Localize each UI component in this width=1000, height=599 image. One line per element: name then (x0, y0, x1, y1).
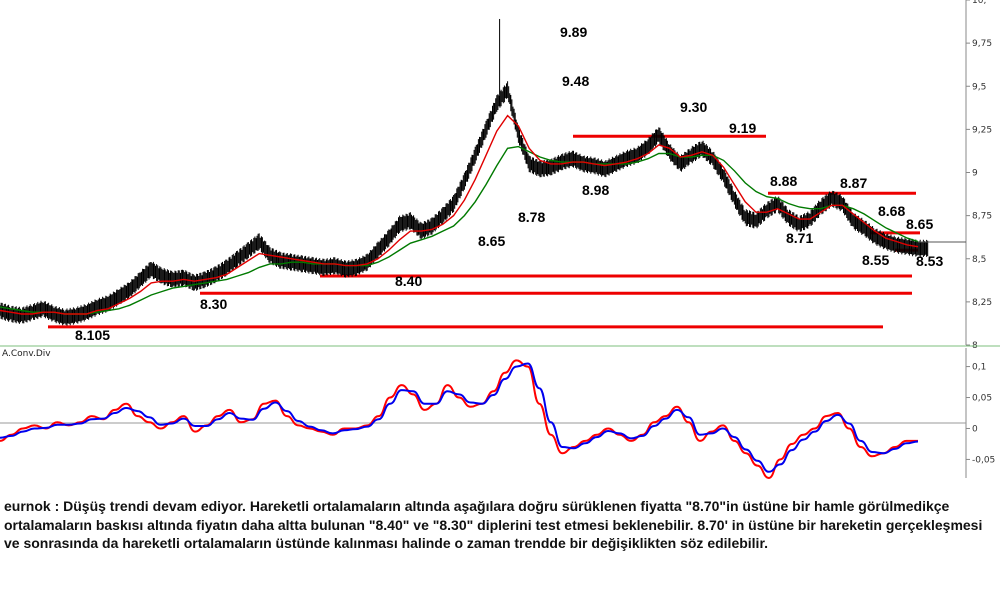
indicator-tick-label: 0,1 (972, 363, 986, 373)
price-tick-label: 10, (972, 0, 986, 6)
indicator-series (0, 359, 919, 480)
price-annotation: 8.65 (906, 216, 933, 232)
price-tick-label: 8,5 (972, 255, 986, 265)
ma-fast-line (0, 114, 919, 315)
price-annotation: 8.53 (916, 253, 943, 269)
price-series (0, 18, 929, 326)
price-annotation: 8.71 (786, 230, 813, 246)
macd-line (0, 359, 918, 480)
price-annotation: 9.48 (562, 73, 589, 89)
indicator-ticks: 0,1 0,05 0 -0,05 (966, 363, 995, 465)
signal-line (0, 362, 919, 473)
price-tick-label: 9,25 (972, 125, 992, 135)
indicator-panel: A.Conv.Div 0,1 0,05 0 -0,05 (0, 348, 995, 480)
commentary-text: eurnok : Düşüş trendi devam ediyor. Hare… (4, 498, 983, 551)
indicator-tick-label: -0,05 (972, 455, 995, 465)
indicator-title: A.Conv.Div (2, 349, 51, 359)
price-annotation: 8.87 (840, 175, 867, 191)
price-annotation: 9.89 (560, 24, 587, 40)
price-tick-label: 8,75 (972, 212, 992, 222)
price-tick-label: 8,25 (972, 298, 992, 308)
price-annotation: 8.55 (862, 252, 889, 268)
price-annotation: 8.88 (770, 173, 797, 189)
price-annotations: 9.89 9.48 9.30 9.19 8.98 8.88 8.87 8.78 8.71 8.68… (75, 24, 943, 343)
price-annotation: 8.78 (518, 209, 545, 225)
price-tick-label: 9,75 (972, 39, 992, 49)
price-annotation: 8.30 (200, 296, 227, 312)
price-annotation: 8.98 (582, 182, 609, 198)
ma-slow-line (0, 145, 919, 315)
price-annotation: 8.105 (75, 327, 110, 343)
indicator-tick-label: 0 (972, 424, 978, 434)
price-tick-label: 9 (972, 169, 978, 179)
price-tick-label: 9,5 (972, 82, 986, 92)
price-annotation: 8.65 (478, 233, 505, 249)
price-annotation: 9.30 (680, 99, 707, 115)
price-annotation: 8.68 (878, 203, 905, 219)
indicator-tick-label: 0,05 (972, 394, 992, 404)
price-annotation: 9.19 (729, 120, 756, 136)
price-annotation: 8.40 (395, 273, 422, 289)
